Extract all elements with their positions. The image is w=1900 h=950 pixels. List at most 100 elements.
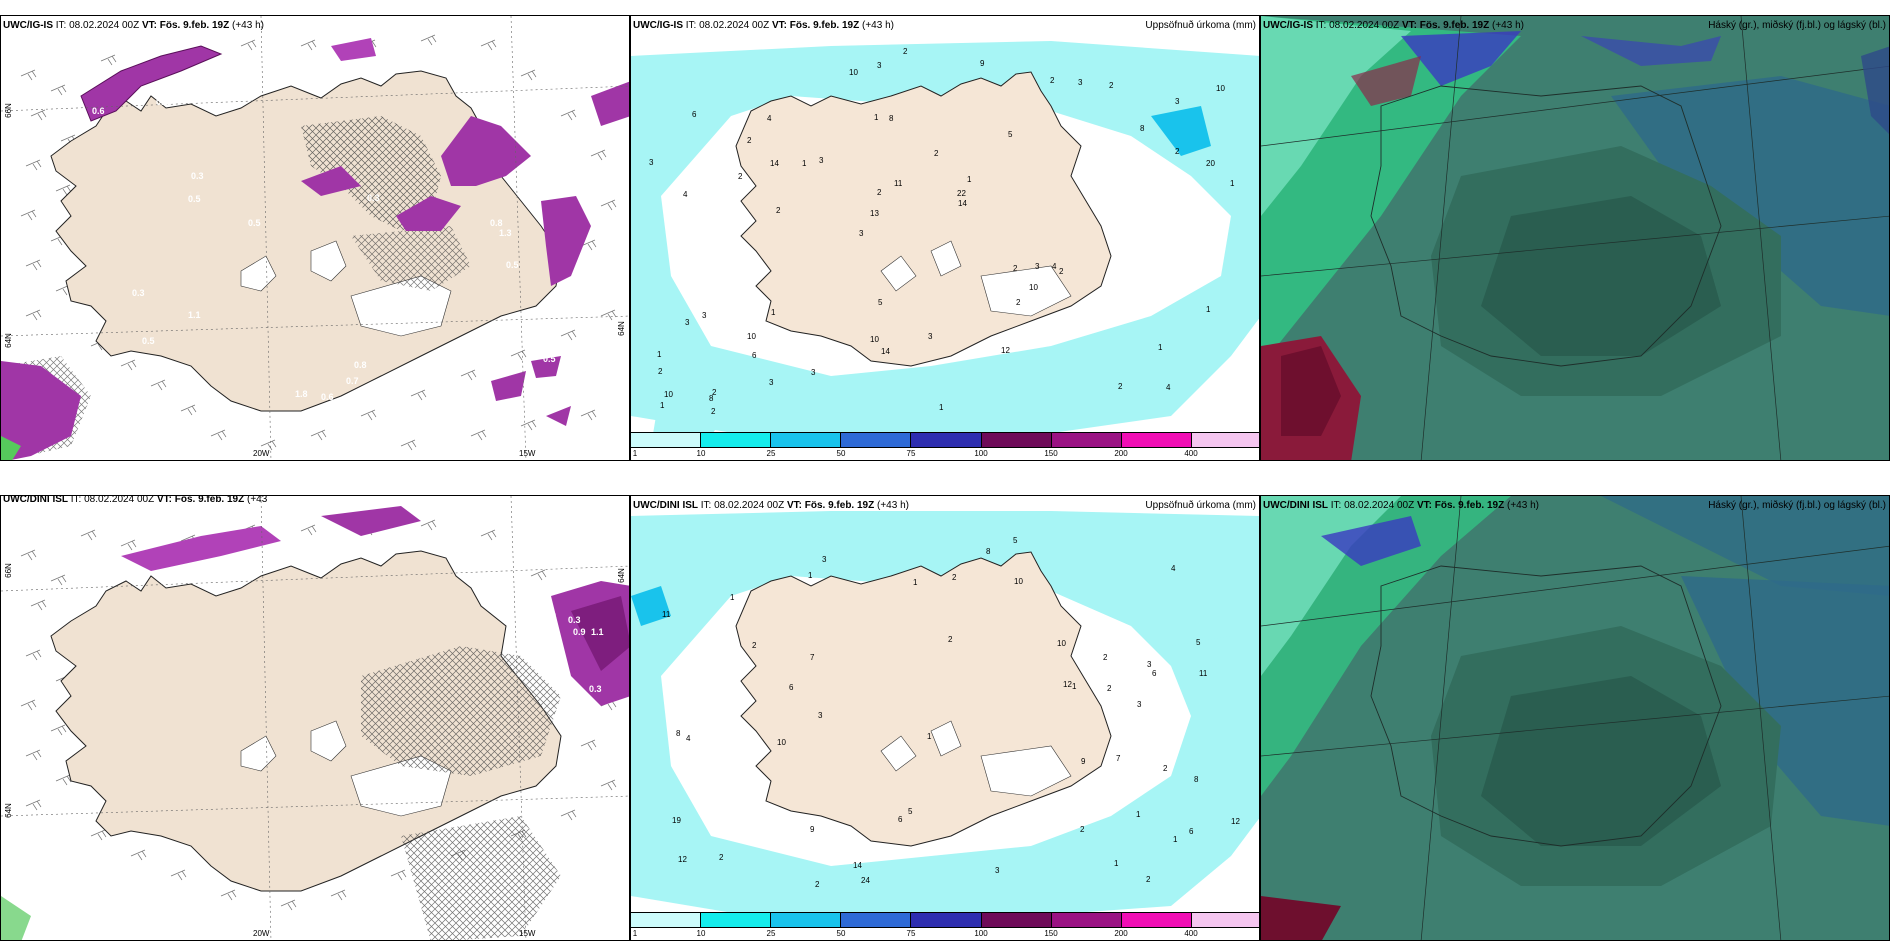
it-value: 08.02.2024 00Z — [1344, 500, 1415, 511]
axis-label-66n: 66N — [3, 563, 13, 578]
colorbar-tick-label: 100 — [974, 929, 988, 938]
vt-label: VT: — [786, 500, 802, 511]
panel-precip-igis: UWC/IG-IS IT: 08.02.2024 00Z VT: Fös. 9.… — [630, 15, 1260, 461]
wind-map — [1, 496, 629, 940]
panel-header: UWC/DINI ISL IT: 08.02.2024 00Z VT: Fös.… — [1263, 500, 1539, 511]
colorbar-tick-label: 10 — [696, 449, 706, 458]
colorbar-tick-label: 400 — [1184, 449, 1198, 458]
vt-label: VT: — [1401, 20, 1417, 31]
it-value: 08.02.2024 00Z — [714, 500, 785, 511]
colorbar-swatch — [1191, 913, 1259, 927]
colorbar-swatch — [981, 433, 1052, 447]
axis-label-64n: 64N — [3, 333, 13, 348]
it-label: IT: — [55, 20, 67, 31]
it-label: IT: — [1330, 500, 1342, 511]
it-label: IT: — [70, 495, 82, 505]
colorbar-swatches — [631, 912, 1259, 928]
colorbar-tick-label: 50 — [836, 449, 846, 458]
axis-label-20w: 20W — [253, 929, 270, 938]
colorbar-swatch — [631, 913, 702, 927]
it-label: IT: — [700, 500, 712, 511]
colorbar-swatch — [981, 913, 1052, 927]
axis-label-20w: 20W — [253, 449, 270, 458]
model-name: UWC/IG-IS — [1263, 20, 1313, 31]
vt-value: Fös. 9.feb. 19Z — [159, 20, 230, 31]
colorbar-swatch — [841, 913, 912, 927]
colorbar-tick-label: 100 — [974, 449, 988, 458]
colorbar-swatch — [1051, 913, 1122, 927]
panel-field-title: Háský (gr.), miðský (fj.bl.) og lágský (… — [1708, 20, 1886, 31]
it-value: 08.02.2024 00Z — [1329, 20, 1400, 31]
colorbar-swatch — [1191, 433, 1259, 447]
model-name: UWC/DINI ISL — [1263, 500, 1328, 511]
axis-label-64n-right: 64N — [617, 568, 627, 583]
panel-field-title: Uppsöfnuð úrkoma (mm) — [1145, 20, 1256, 31]
precip-map — [631, 16, 1259, 460]
model-name: UWC/DINI ISL — [3, 495, 68, 505]
colorbar-swatch — [771, 913, 842, 927]
panel-wind-igis: UWC/IG-IS IT: 08.02.2024 00Z VT: Fös. 9.… — [0, 15, 630, 461]
it-value: 08.02.2024 00Z — [84, 495, 155, 505]
precip-map — [631, 496, 1259, 940]
panel-header: UWC/IG-IS IT: 08.02.2024 00Z VT: Fös. 9.… — [1263, 20, 1524, 31]
cloud-map — [1261, 16, 1889, 460]
panel-header: UWC/IG-IS IT: 08.02.2024 00Z VT: Fös. 9.… — [3, 20, 264, 31]
model-name: UWC/DINI ISL — [633, 500, 698, 511]
it-value: 08.02.2024 00Z — [69, 20, 140, 31]
vt-value: Fös. 9.feb. 19Z — [174, 495, 245, 505]
colorbar-tick-label: 200 — [1114, 929, 1128, 938]
colorbar-swatches — [631, 432, 1259, 448]
colorbar-swatch — [701, 913, 772, 927]
colorbar-swatch — [911, 433, 982, 447]
colorbar-swatch — [911, 913, 982, 927]
lead-time: (+43 h) — [1507, 500, 1539, 511]
colorbar-tick-label: 1 — [632, 449, 638, 458]
cloud-map — [1261, 496, 1889, 940]
colorbar-tick-label: 75 — [906, 449, 916, 458]
colorbar-tick-label: 400 — [1184, 929, 1198, 938]
colorbar-swatch — [1051, 433, 1122, 447]
panel-header: UWC/IG-IS IT: 08.02.2024 00Z VT: Fös. 9.… — [633, 20, 894, 31]
it-value: 08.02.2024 00Z — [699, 20, 770, 31]
vt-label: VT: — [1416, 500, 1432, 511]
vt-label: VT: — [156, 495, 172, 505]
colorbar-swatch — [771, 433, 842, 447]
axis-label-15w: 15W — [519, 449, 536, 458]
colorbar-tick-label: 10 — [696, 929, 706, 938]
colorbar-tick-label: 150 — [1044, 929, 1058, 938]
colorbar-swatch — [701, 433, 772, 447]
panel-header: UWC/DINI ISL IT: 08.02.2024 00Z VT: Fös.… — [633, 500, 909, 511]
colorbar-tick-label: 1 — [632, 929, 638, 938]
vt-label: VT: — [141, 20, 157, 31]
colorbar-tick-label: 25 — [766, 449, 776, 458]
colorbar-tick-label: 75 — [906, 929, 916, 938]
colorbar: 1 10 25 50 75 100 150 200 400 — [631, 432, 1259, 460]
vt-value: Fös. 9.feb. 19Z — [1434, 500, 1505, 511]
vt-value: Fös. 9.feb. 19Z — [1419, 20, 1490, 31]
vt-label: VT: — [771, 20, 787, 31]
axis-label-15w: 15W — [519, 929, 536, 938]
lead-time: (+43 h) — [862, 20, 894, 31]
panel-field-title: Háský (gr.), miðský (fj.bl.) og lágský (… — [1708, 500, 1886, 511]
panel-field-title: Uppsöfnuð úrkoma (mm) — [1145, 500, 1256, 511]
lead-time: (+43 h) — [232, 20, 264, 31]
colorbar-swatch — [1121, 433, 1192, 447]
colorbar-tick-label: 200 — [1114, 449, 1128, 458]
panel-wind-dini: UWC/DINI ISL IT: 08.02.2024 00Z VT: Fös.… — [0, 495, 630, 941]
axis-label-64n-right: 64N — [617, 321, 627, 336]
panel-precip-dini: UWC/DINI ISL IT: 08.02.2024 00Z VT: Fös.… — [630, 495, 1260, 941]
wind-map — [1, 16, 629, 460]
lead-time: (+43 h) — [877, 500, 909, 511]
model-name: UWC/IG-IS — [633, 20, 683, 31]
colorbar-swatch — [841, 433, 912, 447]
model-name: UWC/IG-IS — [3, 20, 53, 31]
panel-header: UWC/DINI ISL IT: 08.02.2024 00Z VT: Fös.… — [3, 495, 268, 505]
colorbar-tick-label: 150 — [1044, 449, 1058, 458]
axis-label-64n: 64N — [3, 803, 13, 818]
colorbar-swatch — [631, 433, 702, 447]
panel-clouds-dini: UWC/DINI ISL IT: 08.02.2024 00Z VT: Fös.… — [1260, 495, 1890, 941]
colorbar-tick-label: 50 — [836, 929, 846, 938]
vt-value: Fös. 9.feb. 19Z — [804, 500, 875, 511]
panel-clouds-igis: UWC/IG-IS IT: 08.02.2024 00Z VT: Fös. 9.… — [1260, 15, 1890, 461]
lead-time: (+43 — [247, 495, 268, 505]
